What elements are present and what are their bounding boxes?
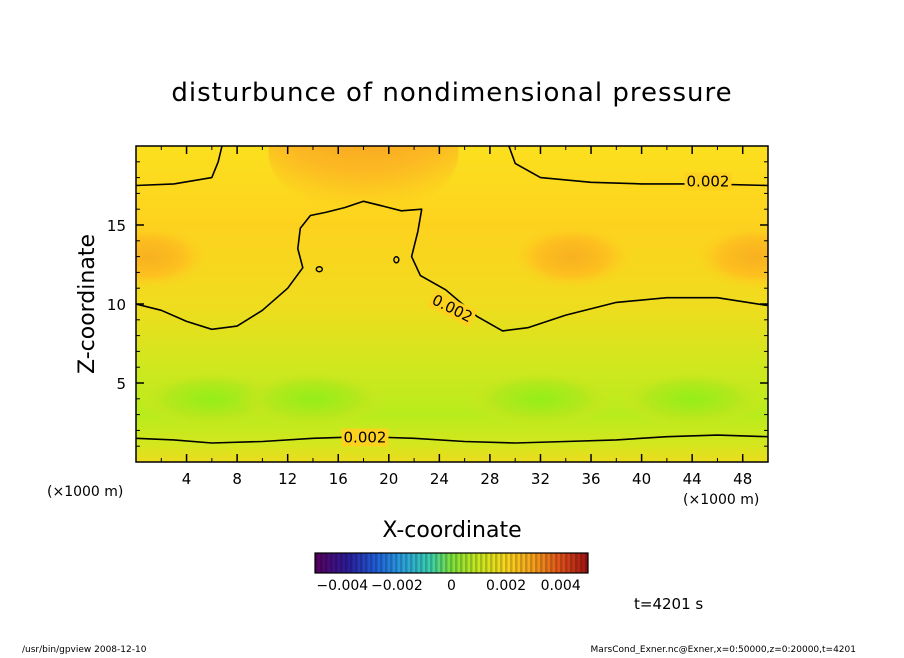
contour-line bbox=[136, 146, 223, 187]
contour-label-bg bbox=[684, 172, 732, 191]
field-patch bbox=[695, 224, 768, 289]
contour-label: 0.002 bbox=[344, 429, 387, 447]
x-tick-label: 16 bbox=[329, 470, 348, 488]
contour-line bbox=[136, 434, 768, 444]
time-label: t=4201 s bbox=[634, 595, 703, 613]
contour-label-bg bbox=[427, 289, 478, 328]
field-patch bbox=[617, 370, 768, 427]
footer-right: MarsCond_Exner.nc@Exner,x=0:50000,z=0:20… bbox=[591, 645, 856, 654]
y-tick-label: 5 bbox=[116, 375, 126, 393]
x-tick-label: 32 bbox=[531, 470, 550, 488]
contour-island bbox=[315, 266, 323, 273]
footer-left: /usr/bin/gpview 2008-12-10 bbox=[22, 645, 147, 654]
y-tick-label: 10 bbox=[107, 296, 126, 314]
x-axis-ticks: 4 8 12 16 20 24 28 32 36 40 44 48 bbox=[160, 146, 752, 488]
x-tick-label: 44 bbox=[683, 470, 702, 488]
colorbar-tick-label: 0 bbox=[447, 578, 456, 594]
x-tick-label: 40 bbox=[632, 470, 651, 488]
contour-lines bbox=[136, 146, 768, 444]
y-tick-label: 15 bbox=[107, 217, 126, 235]
colorbar-tick-label: −0.004 bbox=[316, 578, 368, 594]
field-patch bbox=[268, 146, 459, 210]
x-tick-label: 4 bbox=[182, 470, 192, 488]
plot-area bbox=[136, 146, 768, 462]
colorbar bbox=[314, 552, 589, 574]
contour-island bbox=[393, 256, 400, 264]
field-patch bbox=[237, 370, 388, 427]
x-unit-right: (×1000 m) bbox=[683, 492, 759, 508]
x-unit-left: (×1000 m) bbox=[47, 484, 123, 500]
y-axis-label: Z-coordinate bbox=[75, 234, 100, 374]
x-axis-label: X-coordinate bbox=[382, 518, 521, 543]
x-tick-label: 20 bbox=[379, 470, 398, 488]
field-patch bbox=[512, 224, 633, 289]
contour-label: 0.002 bbox=[687, 173, 730, 191]
y-axis-ticks: 5 10 15 bbox=[107, 161, 768, 447]
colorbar-tick-label: −0.002 bbox=[371, 578, 423, 594]
contour-line bbox=[136, 200, 768, 332]
contour-label-bg bbox=[341, 428, 389, 447]
colorbar-tick-label: 0.004 bbox=[541, 578, 581, 594]
x-tick-label: 24 bbox=[430, 470, 449, 488]
x-tick-label: 36 bbox=[581, 470, 600, 488]
field-patch bbox=[465, 370, 616, 427]
colorbar-tick-label: 0.002 bbox=[486, 578, 526, 594]
chart-title: disturbunce of nondimensional pressure bbox=[171, 78, 732, 108]
field-patch bbox=[136, 224, 209, 289]
x-tick-label: 28 bbox=[480, 470, 499, 488]
colorbar-tick-labels: −0.004 −0.002 0 0.002 0.004 bbox=[316, 578, 580, 594]
x-tick-label: 8 bbox=[232, 470, 242, 488]
x-tick-label: 48 bbox=[733, 470, 752, 488]
x-tick-label: 12 bbox=[278, 470, 297, 488]
